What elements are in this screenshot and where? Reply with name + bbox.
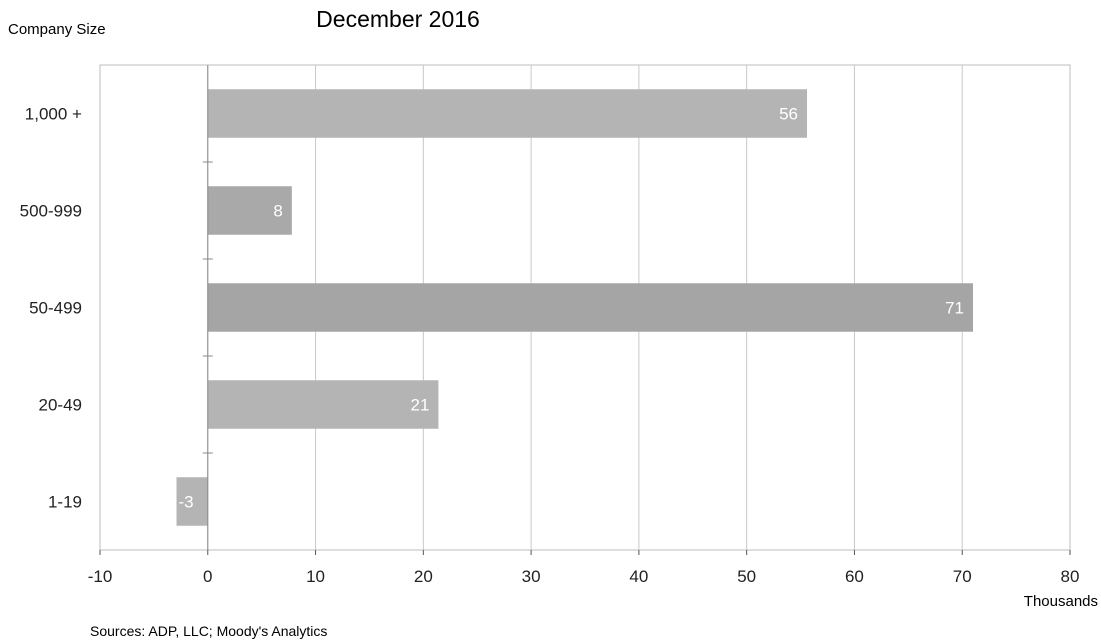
chart-title: December 2016 [316, 6, 480, 32]
x-tick-label: 40 [629, 567, 648, 586]
category-label: 1,000 + [25, 105, 82, 124]
category-label: 1-19 [48, 493, 82, 512]
bar-value-label: 8 [273, 202, 282, 221]
x-tick-label: 20 [414, 567, 433, 586]
x-axis-units-label: Thousands [1024, 593, 1098, 610]
bar [207, 380, 439, 429]
bar-value-label: 56 [779, 105, 798, 124]
bar [207, 283, 973, 332]
axes: -10 0 10 20 30 40 50 60 70 80 1,000 + 500-999 50-499… [20, 65, 1080, 586]
bar [207, 89, 808, 138]
bars: 56 8 71 21 -3 [176, 89, 973, 526]
source-note: Sources: ADP, LLC; Moody's Analytics [90, 623, 327, 639]
x-tick-label: 70 [953, 567, 972, 586]
x-tick-label: 80 [1061, 567, 1080, 586]
x-tick-label: 30 [522, 567, 541, 586]
bar [207, 186, 292, 235]
category-label: 500-999 [20, 202, 82, 221]
bar-value-label: 21 [411, 396, 430, 415]
category-label: 50-499 [29, 299, 82, 318]
category-label: 20-49 [39, 396, 82, 415]
x-tick-label: 60 [845, 567, 864, 586]
x-tick-label: 10 [306, 567, 325, 586]
y-axis-title: Company Size [8, 21, 106, 38]
plot-frame [99, 64, 1071, 551]
x-tick-label: 50 [737, 567, 756, 586]
bar-value-label: -3 [179, 493, 194, 512]
bar-value-label: 71 [945, 299, 964, 318]
x-tick-label: 0 [203, 567, 212, 586]
bar [176, 477, 208, 526]
x-tick-label: -10 [88, 567, 113, 586]
